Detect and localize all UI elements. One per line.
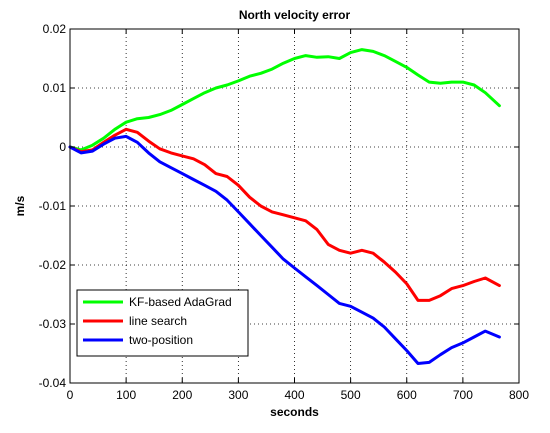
y-axis-title: m/s — [13, 195, 27, 216]
legend-box — [76, 289, 249, 357]
x-tick-label: 100 — [116, 388, 136, 402]
x-tick-label: 200 — [172, 388, 192, 402]
x-tick-label: 700 — [453, 388, 473, 402]
y-tick-label: 0.02 — [43, 22, 67, 36]
y-tick-label: -0.04 — [39, 376, 67, 390]
y-tick-label: 0 — [59, 140, 66, 154]
x-tick-label: 400 — [284, 388, 304, 402]
series-line-3 — [68, 134, 501, 365]
x-tick-label: 300 — [228, 388, 248, 402]
series-line-2 — [68, 127, 501, 302]
series-line-1 — [68, 48, 501, 152]
legend-label: line search — [129, 314, 187, 328]
x-tick-label: 600 — [397, 388, 417, 402]
y-tick-label: -0.02 — [39, 258, 67, 272]
x-axis-title: seconds — [270, 405, 319, 419]
series-layer — [68, 48, 501, 365]
x-tick-label: 800 — [509, 388, 529, 402]
y-tick-label: -0.01 — [39, 199, 67, 213]
legend-label: KF-based AdaGrad — [129, 295, 232, 309]
y-tick-label: 0.01 — [43, 81, 67, 95]
legend-label: two-position — [129, 333, 193, 347]
chart-title: North velocity error — [239, 8, 351, 22]
axis-ticks: 0 100 200 300 400 500 600 700 800 0.02 0.01 0 -0.01 -… — [39, 22, 530, 402]
grid-lines — [70, 29, 519, 383]
legend: KF-based AdaGrad line search two-position — [76, 289, 249, 357]
x-tick-label: 500 — [341, 388, 361, 402]
y-tick-label: -0.03 — [39, 317, 67, 331]
x-tick-label: 0 — [67, 388, 74, 402]
